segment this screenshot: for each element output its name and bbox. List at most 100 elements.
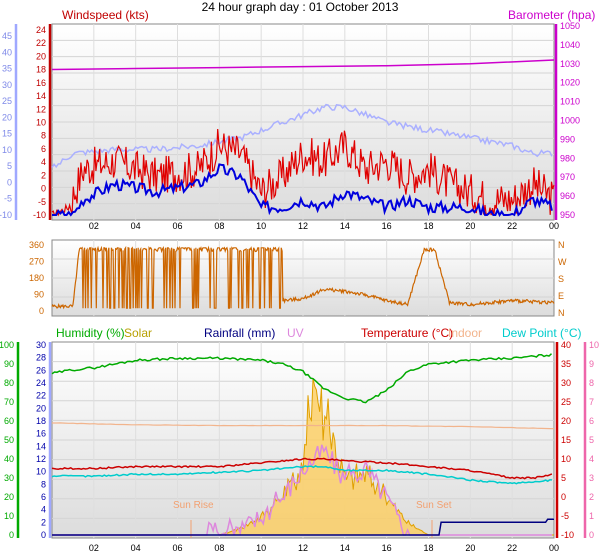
uv-tick-label: 10 <box>589 340 599 350</box>
windspeed-tick-label: 12 <box>36 104 46 114</box>
degrees-tick-label: 180 <box>29 273 44 283</box>
temperature-tick-label: 40 <box>561 340 571 350</box>
uv-tick-label: 4 <box>589 454 594 464</box>
barometer-line <box>51 59 555 71</box>
windspeed-tick-label: 20 <box>36 51 46 61</box>
humidity-tick-label: 40 <box>4 454 14 464</box>
temperature-tick-label: 0 <box>561 492 566 502</box>
windspeed-tick-label: 24 <box>36 25 46 35</box>
rainfall-line <box>52 518 554 536</box>
barometer-tick-label: 990 <box>560 134 575 144</box>
windspeed-tick-label: 18 <box>36 65 46 75</box>
x-tick-label: 10 <box>256 221 266 231</box>
x-tick-label: 16 <box>382 221 392 231</box>
rainfall-tick-label: 16 <box>36 429 46 439</box>
wind-light-line <box>51 103 553 169</box>
degrees-tick-label: 90 <box>34 290 44 300</box>
x-tick-label: 20 <box>465 543 475 553</box>
sunrise-label: Sun Rise <box>173 500 214 511</box>
rainfall-tick-label: 22 <box>36 391 46 401</box>
rainfall-tick-label: 2 <box>41 517 46 527</box>
temperature-line <box>51 457 553 480</box>
rainfall-tick-label: 20 <box>36 403 46 413</box>
solar-legend: Solar <box>124 326 152 340</box>
temperature-tick-label: -5 <box>561 511 569 521</box>
rainfall-tick-label: 12 <box>36 454 46 464</box>
windspeed-blue-tick-label: -5 <box>4 194 12 204</box>
windspeed-blue-tick-label: 35 <box>2 64 12 74</box>
x-tick-label: 20 <box>465 221 475 231</box>
temperature-tick-label: 30 <box>561 378 571 388</box>
x-tick-label: 18 <box>423 221 433 231</box>
windspeed-blue-tick-label: 5 <box>7 161 12 171</box>
temperature-tick-label: 25 <box>561 397 571 407</box>
temperature-tick-label: 10 <box>561 454 571 464</box>
x-tick-label: 06 <box>172 543 182 553</box>
wind-average-line <box>52 163 553 218</box>
humidity-tick-label: 80 <box>4 378 14 388</box>
compass-tick-label: W <box>558 257 567 267</box>
uv-tick-label: 0 <box>589 530 594 540</box>
uv-tick-label: 1 <box>589 511 594 521</box>
rainfall-tick-label: 14 <box>36 441 46 451</box>
windspeed-tick-label: -10 <box>33 210 46 220</box>
x-tick-label: 04 <box>131 543 141 553</box>
humidity-legend: Humidity (%) <box>56 326 125 340</box>
humidity-tick-label: 100 <box>0 340 14 350</box>
rainfall-tick-label: 10 <box>36 467 46 477</box>
humidity-tick-label: 30 <box>4 473 14 483</box>
x-tick-label: 08 <box>214 221 224 231</box>
x-tick-label: 22 <box>507 221 517 231</box>
direction-degrees-axis: 360 270 180 90 0 <box>29 240 44 316</box>
rainfall-tick-label: 6 <box>41 492 46 502</box>
degrees-tick-label: 0 <box>39 306 44 316</box>
x-tick-label: 16 <box>382 543 392 553</box>
barometer-tick-label: 1010 <box>560 97 580 107</box>
rainfall-tick-label: 26 <box>36 365 46 375</box>
x-tick-label: 08 <box>214 543 224 553</box>
windspeed-blue-tick-label: 10 <box>2 145 12 155</box>
x-tick-label: 12 <box>298 543 308 553</box>
windspeed-blue-tick-label: 40 <box>2 47 12 57</box>
windspeed-tick-label: 6 <box>41 144 46 154</box>
x-tick-label: 02 <box>89 221 99 231</box>
x-tick-label: 10 <box>256 543 266 553</box>
humidity-tick-label: 0 <box>9 530 14 540</box>
windspeed-tick-label: 0 <box>41 184 46 194</box>
uv-tick-label: 6 <box>589 416 594 426</box>
temperature-tick-label: -10 <box>561 530 574 540</box>
temperature-tick-label: 15 <box>561 435 571 445</box>
windspeed-blue-tick-label: -10 <box>0 210 12 220</box>
x-tick-label: 06 <box>172 221 182 231</box>
windspeed-line <box>51 128 555 217</box>
barometer-legend: Barometer (hpa) <box>508 8 595 22</box>
compass-tick-label: N <box>558 308 565 318</box>
dewpoint-line <box>51 465 552 485</box>
uv-tick-label: 7 <box>589 397 594 407</box>
barometer-axis: 1050 1040 1030 1020 1010 1000 990 980 970 960 950 <box>560 21 580 220</box>
indoor-legend: Indoor <box>448 326 482 340</box>
barometer-tick-label: 950 <box>560 210 575 220</box>
temperature-tick-label: 5 <box>561 473 566 483</box>
rainfall-tick-label: 4 <box>41 505 46 515</box>
uv-tick-label: 9 <box>589 359 594 369</box>
windspeed-tick-label: 8 <box>41 131 46 141</box>
x-tick-label: 18 <box>423 543 433 553</box>
rainfall-tick-label: 18 <box>36 416 46 426</box>
barometer-tick-label: 1030 <box>560 59 580 69</box>
barometer-tick-label: 1020 <box>560 78 580 88</box>
windspeed-blue-tick-label: 20 <box>2 112 12 122</box>
barometer-tick-label: 970 <box>560 172 575 182</box>
barometer-tick-label: 980 <box>560 153 575 163</box>
sunset-label: Sun Set <box>416 500 452 511</box>
x-tick-label: 14 <box>340 543 350 553</box>
x-tick-label: 00 <box>549 221 559 231</box>
windspeed-tick-label: 2 <box>41 170 46 180</box>
barometer-tick-label: 1050 <box>560 21 580 31</box>
windspeed-blue-tick-label: 0 <box>7 177 12 187</box>
